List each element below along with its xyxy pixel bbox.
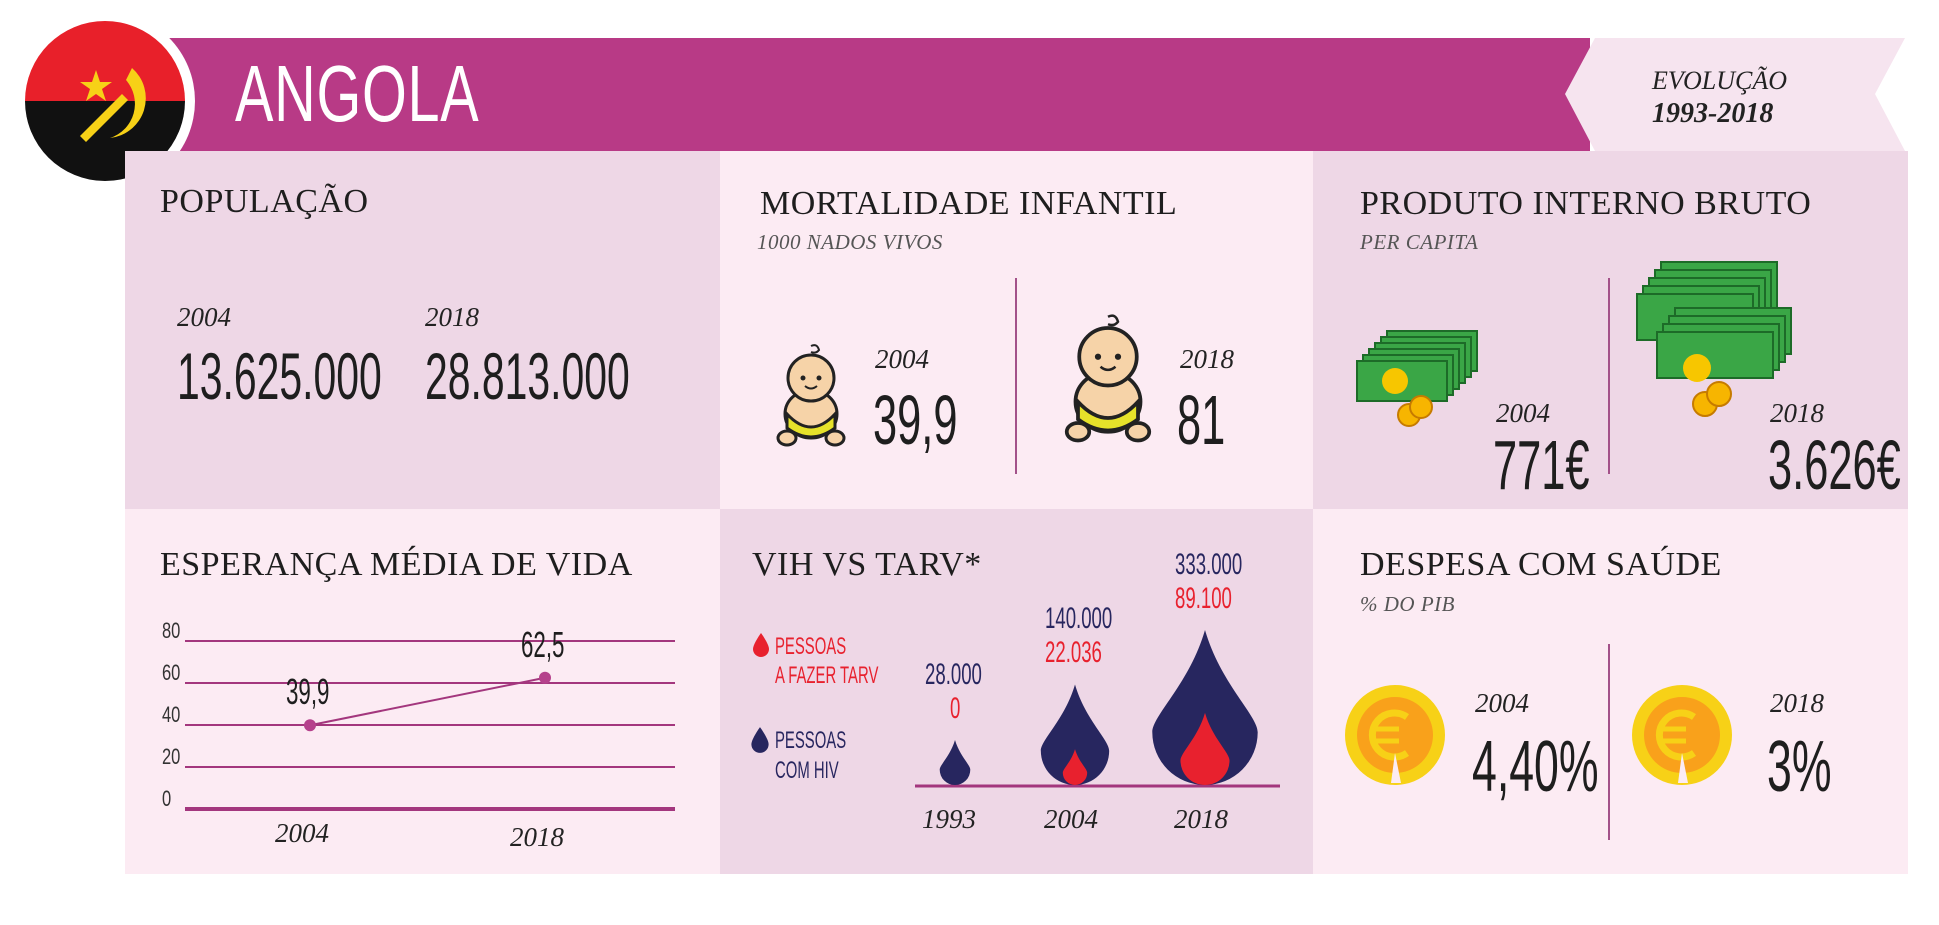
evolution-ribbon [1565, 38, 1905, 151]
evolution-years: 1993-2018 [1652, 98, 1774, 129]
despesa-value-1: 4,40% [1472, 727, 1599, 807]
tarv-drop [1180, 712, 1230, 785]
y-tick-label: 40 [162, 702, 181, 727]
x-tick-label: 2018 [510, 822, 564, 852]
hiv-tarv-chart [915, 630, 1280, 788]
mortalidade-year-1: 2004 [875, 344, 929, 374]
hiv-drop-icon [751, 727, 769, 753]
panel-esperanca [125, 509, 720, 874]
tarv-value-label: 22.036 [1045, 636, 1102, 670]
pib-year-2: 2018 [1770, 398, 1824, 428]
populacao-value-1: 13.625.000 [177, 339, 382, 413]
money-stack-icon [1356, 330, 1478, 427]
populacao-year-1: 2004 [177, 302, 231, 332]
y-tick-label: 0 [162, 786, 172, 811]
header-banner [150, 38, 1590, 151]
tarv-drop [1062, 749, 1088, 785]
pib-divider [1608, 278, 1610, 474]
mortalidade-divider [1015, 278, 1017, 474]
pib-title: PRODUTO INTERNO BRUTO [1360, 185, 1812, 222]
x-tick-label: 2018 [1174, 804, 1228, 834]
despesa-year-2: 2018 [1770, 688, 1824, 718]
data-point [539, 671, 551, 684]
populacao-title: POPULAÇÃO [160, 183, 369, 220]
mortalidade-title: MORTALIDADE INFANTIL [760, 185, 1178, 222]
hiv-drop [1040, 684, 1110, 785]
data-label: 39,9 [286, 671, 330, 713]
despesa-divider [1608, 644, 1610, 840]
populacao-value-2: 28.813.000 [425, 339, 630, 413]
panel-populacao [125, 151, 720, 509]
legend-hiv-line1: PESSOAS [775, 727, 847, 754]
tarv-value-label: 0 [950, 692, 961, 726]
pib-subtitle: PER CAPITA [1360, 230, 1479, 254]
y-tick-label: 60 [162, 660, 181, 685]
euro-coin-icon [1345, 685, 1445, 785]
x-tick-label: 2004 [275, 818, 329, 848]
series-line [309, 676, 546, 727]
hiv-value-label: 28.000 [925, 658, 982, 692]
populacao-year-2: 2018 [425, 302, 479, 332]
hiv-value-label: 140.000 [1045, 602, 1113, 636]
evolution-label: EVOLUÇÃO [1652, 66, 1788, 95]
mortalidade-value-1: 39,9 [873, 381, 958, 459]
despesa-title: DESPESA COM SAÚDE [1360, 546, 1722, 583]
tarv-value-label: 89.100 [1175, 582, 1232, 615]
despesa-subtitle: % DO PIB [1360, 592, 1455, 616]
tarv-drop-icon [753, 633, 769, 657]
legend-tarv-line1: PESSOAS [775, 633, 847, 660]
life-expectancy-chart [185, 640, 675, 811]
vih-title: VIH VS TARV* [752, 546, 982, 583]
mortalidade-subtitle: 1000 NADOS VIVOS [757, 230, 943, 254]
x-tick-label: 1993 [922, 804, 976, 834]
y-tick-label: 80 [162, 618, 181, 643]
baby-icon [776, 344, 846, 447]
pib-year-1: 2004 [1496, 398, 1550, 428]
money-stack-icon [1636, 261, 1792, 417]
hiv-value-label: 333.000 [1175, 548, 1243, 581]
x-tick-label: 2004 [1044, 804, 1098, 834]
data-label: 62,5 [521, 623, 565, 665]
euro-coin-icon [1632, 685, 1732, 785]
legend-tarv-line2: A FAZER TARV [775, 662, 879, 689]
page-title: ANGOLA [235, 49, 480, 138]
despesa-year-1: 2004 [1475, 688, 1529, 718]
hiv-drop [1152, 630, 1258, 785]
esperanca-title: ESPERANÇA MÉDIA DE VIDA [160, 546, 633, 583]
mortalidade-value-2: 81 [1177, 381, 1226, 459]
angola-flag-icon [15, 11, 195, 191]
legend-hiv-line2: COM HIV [775, 757, 839, 784]
despesa-value-2: 3% [1767, 727, 1832, 807]
mortalidade-year-2: 2018 [1180, 344, 1234, 374]
pib-value-2: 3.626€ [1768, 426, 1901, 504]
baby-icon [1064, 314, 1152, 443]
y-tick-label: 20 [162, 744, 181, 769]
data-point [304, 719, 316, 732]
hiv-drop [939, 740, 971, 785]
pib-value-1: 771€ [1493, 426, 1590, 504]
